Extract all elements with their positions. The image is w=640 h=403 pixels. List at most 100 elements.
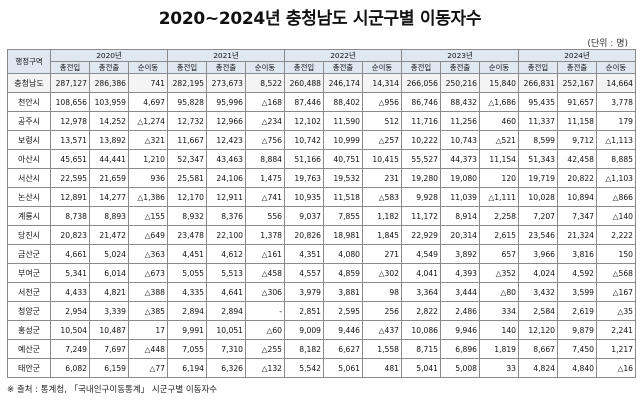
value-cell: 12,120 — [518, 320, 558, 340]
sub-header: 총전입 — [518, 61, 558, 74]
region-name: 서산시 — [7, 168, 51, 188]
value-cell: 273,673 — [206, 73, 246, 93]
value-cell: △673 — [128, 263, 168, 283]
value-cell: 334 — [479, 301, 519, 321]
value-cell: △140 — [596, 206, 636, 226]
value-cell: 21,659 — [89, 168, 129, 188]
value-cell: 14,314 — [362, 73, 402, 93]
value-cell: △321 — [128, 130, 168, 150]
value-cell: 52,347 — [167, 149, 207, 169]
region-name: 부여군 — [7, 263, 51, 283]
region-name: 충청남도 — [7, 73, 51, 93]
value-cell: 8,667 — [518, 339, 558, 359]
value-cell: 12,423 — [206, 130, 246, 150]
value-cell: △458 — [245, 263, 285, 283]
value-cell: 460 — [479, 111, 519, 131]
value-cell: △583 — [362, 187, 402, 207]
value-cell: 11,158 — [557, 111, 597, 131]
year-header: 2020년 — [50, 49, 168, 62]
value-cell: 11,716 — [401, 111, 441, 131]
table-header: 행정구역 2020년 2021년 2022년 2023년 2024년 총전입 총전출 순이동 총전… — [7, 49, 636, 74]
value-cell: 2,595 — [323, 301, 363, 321]
page-title: 2020~2024년 충청남도 시군구별 이동자수 — [158, 9, 482, 29]
value-cell: △306 — [245, 282, 285, 302]
value-cell: 1,819 — [479, 339, 519, 359]
value-cell: △1,103 — [596, 168, 636, 188]
value-cell: 4,641 — [206, 282, 246, 302]
value-cell: 3,892 — [440, 244, 480, 264]
value-cell: 1,845 — [362, 225, 402, 245]
value-cell: 2,615 — [479, 225, 519, 245]
value-cell: 2,241 — [596, 320, 636, 340]
value-cell: 556 — [245, 206, 285, 226]
value-cell: 2,486 — [440, 301, 480, 321]
sub-header: 순이동 — [362, 61, 402, 74]
value-cell: 4,824 — [518, 358, 558, 378]
value-cell: 8,715 — [401, 339, 441, 359]
sub-header: 순이동 — [128, 61, 168, 74]
value-cell: 22,929 — [401, 225, 441, 245]
value-cell: 19,719 — [518, 168, 558, 188]
value-cell: 91,657 — [557, 92, 597, 112]
region-name: 천안시 — [7, 92, 51, 112]
value-cell: 1,217 — [596, 339, 636, 359]
value-cell: 2,222 — [596, 225, 636, 245]
value-cell: △521 — [479, 130, 519, 150]
sub-header: 순이동 — [245, 61, 285, 74]
value-cell: 1,210 — [128, 149, 168, 169]
value-cell: 51,166 — [284, 149, 324, 169]
region-name: 예산군 — [7, 339, 51, 359]
value-cell: 246,174 — [323, 73, 363, 93]
value-cell: 8,893 — [89, 206, 129, 226]
value-cell: 23,546 — [518, 225, 558, 245]
value-cell: 3,966 — [518, 244, 558, 264]
value-cell: 250,216 — [440, 73, 480, 93]
value-cell: 14,277 — [89, 187, 129, 207]
table-row: 금산군 4,661 5,024 △363 4,451 4,612 △161 4,351 4,08… — [7, 244, 636, 264]
migration-table: 행정구역 2020년 2021년 2022년 2023년 2024년 총전입 총전출 순이동 총전… — [7, 49, 636, 378]
value-cell: 4,859 — [323, 263, 363, 283]
value-cell: 10,028 — [518, 187, 558, 207]
value-cell: 95,828 — [167, 92, 207, 112]
table-row: 공주시 12,978 14,252 △1,274 12,732 12,966 △234 12,… — [7, 111, 636, 131]
value-cell: 10,086 — [401, 320, 441, 340]
value-cell: 6,014 — [89, 263, 129, 283]
value-cell: - — [245, 301, 285, 321]
value-cell: △1,686 — [479, 92, 519, 112]
value-cell: 20,314 — [440, 225, 480, 245]
value-cell: 10,742 — [284, 130, 324, 150]
region-name: 아산시 — [7, 149, 51, 169]
value-cell: △1,111 — [479, 187, 519, 207]
value-cell: 15,840 — [479, 73, 519, 93]
value-cell: 4,041 — [401, 263, 441, 283]
value-cell: 11,590 — [323, 111, 363, 131]
value-cell: 512 — [362, 111, 402, 131]
value-cell: 3,364 — [401, 282, 441, 302]
value-cell: 12,978 — [50, 111, 90, 131]
value-cell: △388 — [128, 282, 168, 302]
value-cell: 88,402 — [323, 92, 363, 112]
value-cell: 8,932 — [167, 206, 207, 226]
value-cell: 19,763 — [284, 168, 324, 188]
value-cell: 12,102 — [284, 111, 324, 131]
value-cell: 6,159 — [89, 358, 129, 378]
value-cell: △167 — [596, 282, 636, 302]
sub-header: 총전출 — [206, 61, 246, 74]
value-cell: 657 — [479, 244, 519, 264]
value-cell: △756 — [245, 130, 285, 150]
value-cell: △1,274 — [128, 111, 168, 131]
value-cell: 95,435 — [518, 92, 558, 112]
value-cell: 8,522 — [245, 73, 285, 93]
value-cell: 44,441 — [89, 149, 129, 169]
value-cell: 4,451 — [167, 244, 207, 264]
value-cell: 8,599 — [518, 130, 558, 150]
value-cell: 9,009 — [284, 320, 324, 340]
value-cell: 7,207 — [518, 206, 558, 226]
value-cell: △234 — [245, 111, 285, 131]
value-cell: 7,055 — [167, 339, 207, 359]
value-cell: 3,778 — [596, 92, 636, 112]
value-cell: 9,879 — [557, 320, 597, 340]
value-cell: 9,712 — [557, 130, 597, 150]
value-cell: 11,039 — [440, 187, 480, 207]
value-cell: 481 — [362, 358, 402, 378]
